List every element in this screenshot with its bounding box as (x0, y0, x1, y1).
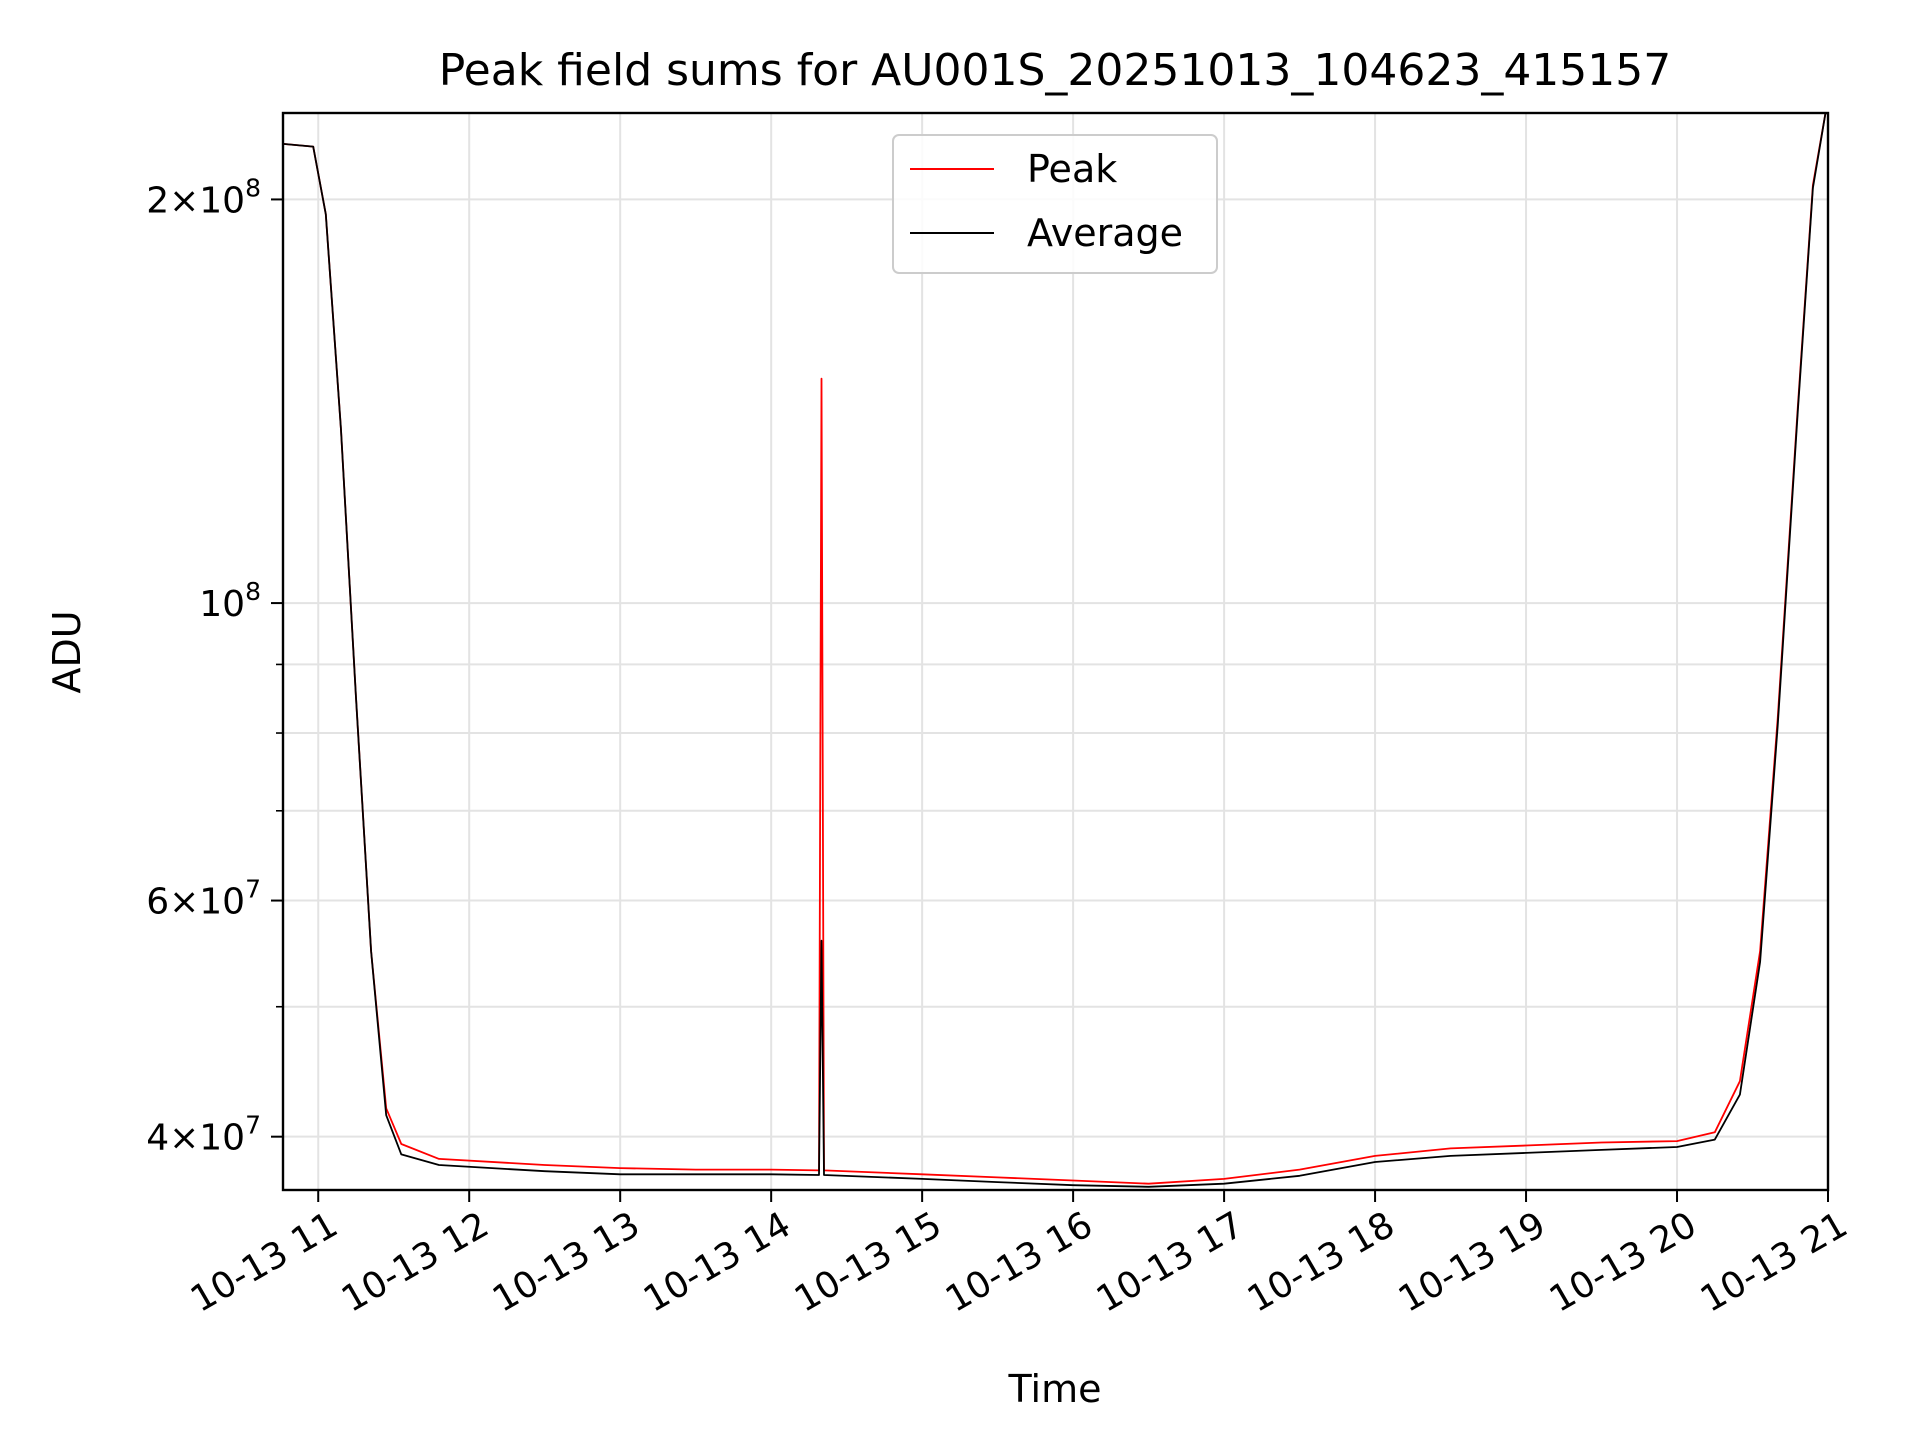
y-tick-label: 108 (199, 577, 261, 625)
y-tick-label: 2×108 (146, 173, 261, 221)
legend: Peak Average (892, 134, 1218, 274)
legend-average-label: Average (1027, 211, 1183, 255)
legend-peak-label: Peak (1027, 147, 1117, 191)
x-axis-label: Time (1008, 1367, 1102, 1411)
series-layer (283, 113, 1827, 1188)
plot-area-frame (281, 111, 1830, 1192)
y-tick-label: 6×107 (146, 875, 261, 923)
y-axis: 4×107 6×107 108 2×108 (146, 173, 283, 1159)
average-series-line (283, 113, 1827, 1188)
chart-title: Peak field sums for AU001S_20251013_1046… (439, 45, 1672, 96)
y-tick-label: 4×107 (146, 1111, 261, 1159)
y-axis-label: ADU (45, 610, 89, 693)
